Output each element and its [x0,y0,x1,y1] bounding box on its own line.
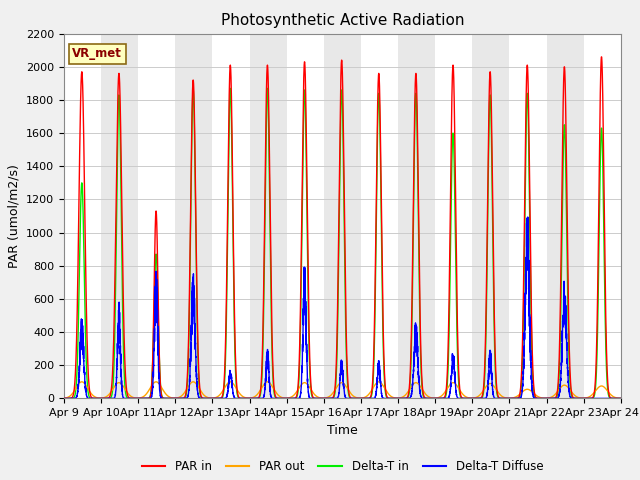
Line: PAR out: PAR out [64,382,621,398]
Line: Delta-T in: Delta-T in [64,88,621,398]
Delta-T Diffuse [173,396,181,401]
Delta-T in [173,396,181,401]
Y-axis label: PAR (umol/m2/s): PAR (umol/m2/s) [8,164,20,268]
Bar [175,34,212,398]
Delta-T Diffuse [60,396,68,401]
PAR in [499,396,506,401]
PAR in [168,396,176,401]
Delta-T Diffuse [419,396,427,401]
PAR out [269,384,276,390]
PAR in [60,396,68,401]
Delta-T Diffuse [499,396,506,401]
Delta-T Diffuse [617,396,625,401]
Delta-T in [615,396,623,401]
Delta-T Diffuse [269,396,276,401]
PAR in [179,396,187,401]
Title: Photosynthetic Active Radiation: Photosynthetic Active Radiation [221,13,464,28]
PAR out [617,396,625,401]
Bar [398,34,435,398]
PAR in [598,54,605,60]
PAR in [173,396,181,401]
X-axis label: Time: Time [327,424,358,437]
PAR in [615,396,623,401]
PAR out [60,396,68,401]
Delta-T in [227,85,234,91]
Delta-T in [269,367,276,372]
PAR in [419,391,427,397]
Line: PAR in: PAR in [64,57,621,398]
Bar [547,34,584,398]
Delta-T in [60,396,68,401]
Delta-T in [499,396,506,401]
PAR out [499,394,506,399]
Line: Delta-T Diffuse: Delta-T Diffuse [64,217,621,398]
Bar [472,34,509,398]
Bar [324,34,361,398]
PAR in [269,351,276,357]
Delta-T in [617,396,625,401]
PAR out [173,395,181,401]
PAR out [78,379,86,384]
Delta-T in [179,396,187,401]
Legend: PAR in, PAR out, Delta-T in, Delta-T Diffuse: PAR in, PAR out, Delta-T in, Delta-T Dif… [137,456,548,478]
Bar [101,34,138,398]
Text: VR_met: VR_met [72,48,122,60]
Delta-T Diffuse [179,396,187,401]
Delta-T in [420,394,428,399]
Bar [250,34,287,398]
Delta-T Diffuse [615,396,623,401]
PAR out [615,396,623,401]
PAR out [419,388,427,394]
PAR out [179,391,187,397]
Delta-T Diffuse [524,214,532,220]
Delta-T in [135,396,143,401]
PAR in [617,396,625,401]
